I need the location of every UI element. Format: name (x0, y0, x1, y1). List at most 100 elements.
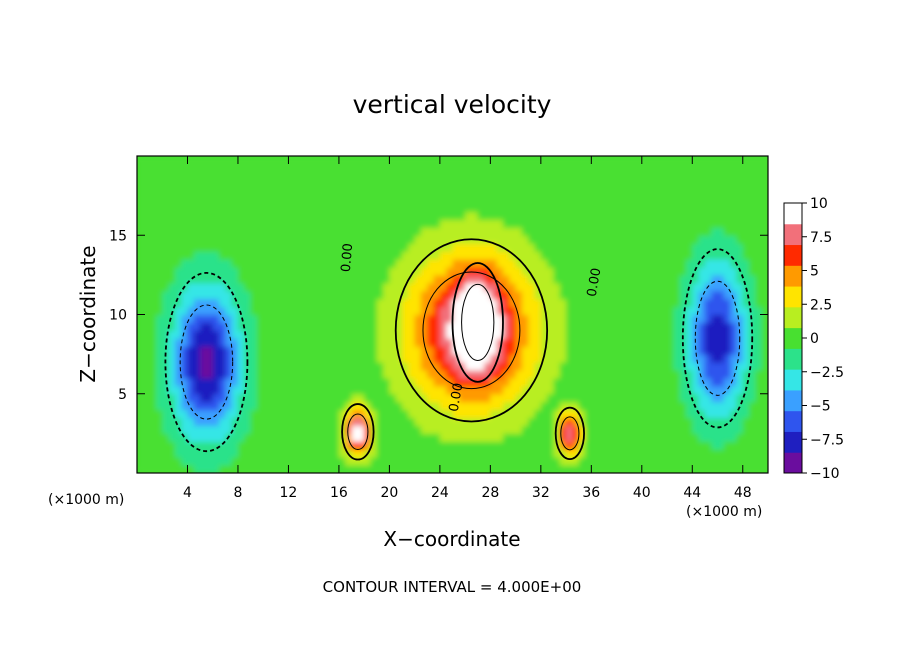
field-cell (389, 377, 397, 387)
field-cell (231, 409, 239, 419)
field-cell (502, 227, 510, 236)
field-cell (484, 401, 491, 411)
field-cell (282, 377, 290, 387)
field-cell (275, 393, 283, 403)
field-cell (370, 274, 378, 284)
field-cell (509, 274, 517, 284)
field-cell (723, 322, 731, 331)
field-cell (414, 203, 422, 213)
field-cell (742, 314, 750, 324)
field-cell (313, 171, 321, 181)
field-cell (351, 243, 359, 252)
field-cell (692, 385, 700, 395)
field-cell (383, 195, 390, 205)
field-cell (597, 314, 605, 324)
field-cell (263, 314, 271, 324)
field-cell (244, 179, 252, 189)
field-cell (250, 203, 258, 213)
field-cell (446, 298, 454, 308)
field-cell (206, 338, 214, 347)
field-cell (717, 274, 725, 284)
field-cell (155, 362, 163, 371)
field-cell (622, 322, 630, 331)
field-cell (685, 235, 693, 244)
field-cell (338, 346, 346, 355)
field-cell (256, 338, 264, 347)
field-cell (427, 266, 435, 276)
field-cell (420, 219, 428, 228)
field-cell (509, 457, 517, 466)
field-cell (149, 187, 157, 197)
field-cell (294, 306, 302, 316)
field-cell (408, 163, 416, 173)
field-cell (629, 425, 637, 434)
field-cell (566, 362, 573, 371)
field-cell (420, 282, 428, 292)
field-cell (603, 425, 611, 434)
field-cell (502, 259, 510, 268)
field-cell (288, 314, 296, 324)
field-cell (603, 369, 611, 379)
field-cell (301, 163, 308, 173)
field-cell (648, 322, 656, 331)
field-cell (395, 377, 403, 387)
field-cell (660, 457, 668, 466)
field-cell (534, 266, 542, 276)
field-cell (458, 393, 466, 403)
field-cell (540, 243, 548, 252)
field-cell (547, 362, 555, 371)
field-cell (275, 401, 283, 411)
field-cell (534, 203, 542, 213)
field-cell (162, 227, 170, 236)
field-cell (585, 179, 592, 189)
field-cell (294, 314, 302, 324)
field-cell (641, 393, 649, 403)
field-cell (742, 369, 750, 379)
field-cell (282, 282, 290, 292)
field-cell (635, 322, 643, 331)
field-cell (345, 322, 353, 331)
field-cell (572, 282, 580, 292)
field-cell (559, 322, 567, 331)
field-cell (704, 425, 712, 434)
field-cell (250, 259, 258, 268)
field-cell (275, 282, 283, 292)
field-cell (585, 306, 592, 316)
field-cell (566, 314, 573, 324)
field-cell (256, 393, 264, 403)
field-cell (288, 306, 296, 316)
field-cell (174, 235, 182, 244)
field-cell (452, 179, 460, 189)
field-cell (685, 259, 693, 268)
field-cell (288, 219, 296, 228)
field-cell (641, 457, 649, 466)
field-cell (723, 163, 731, 173)
field-cell (528, 369, 536, 379)
field-cell (357, 362, 365, 371)
field-cell (717, 377, 725, 387)
field-cell (547, 243, 555, 252)
field-cell (143, 235, 151, 244)
field-cell (534, 314, 542, 324)
field-cell (553, 322, 561, 331)
field-cell (540, 235, 548, 244)
field-cell (660, 156, 668, 165)
field-cell (749, 425, 756, 434)
field-cell (168, 346, 176, 355)
field-cell (200, 322, 208, 331)
field-cell (692, 298, 700, 308)
field-cell (408, 425, 416, 434)
field-cell (389, 235, 397, 244)
field-cell (742, 274, 750, 284)
field-cell (597, 163, 605, 173)
field-cell (137, 156, 144, 165)
field-cell (534, 393, 542, 403)
field-cell (610, 346, 618, 355)
field-cell (155, 338, 163, 347)
field-cell (307, 306, 315, 316)
field-cell (685, 393, 693, 403)
field-cell (597, 156, 605, 165)
field-cell (231, 322, 239, 331)
field-cell (521, 195, 529, 205)
field-cell (427, 282, 435, 292)
